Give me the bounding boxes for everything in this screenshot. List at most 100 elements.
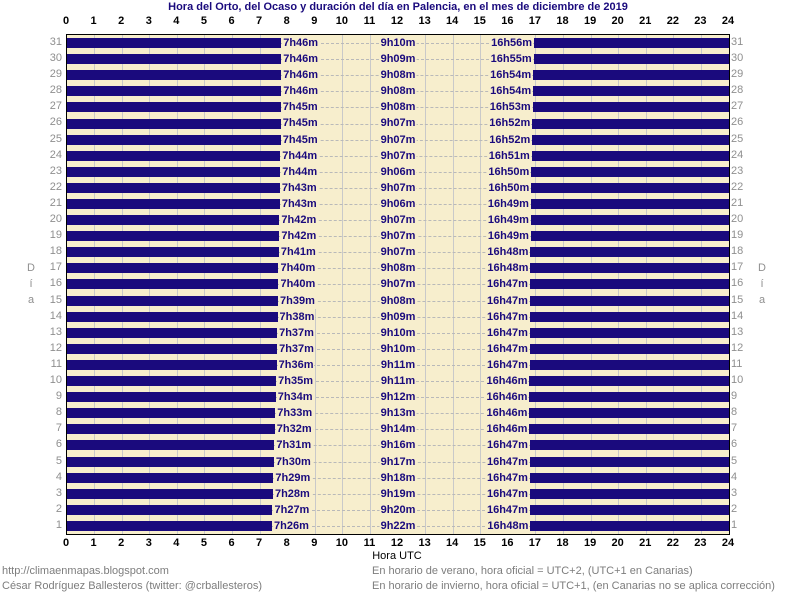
x-axis-label: Hora UTC <box>372 550 422 562</box>
hour-tick-label: 7 <box>256 15 263 27</box>
night-bar-after-sunset <box>531 166 729 177</box>
hour-tick-label: 14 <box>446 537 459 549</box>
night-bar-before-sunrise <box>67 150 281 161</box>
hour-tick-label: 1 <box>90 537 97 549</box>
day-row: 7h45m 9h07m 16h52m <box>67 131 729 148</box>
day-number-label: 12 <box>49 341 62 354</box>
day-row: 7h43m 9h06m 16h49m <box>67 195 729 213</box>
hour-tick-label: 13 <box>418 15 431 27</box>
hour-tick-label: 14 <box>446 15 459 27</box>
day-number-label: 27 <box>731 100 744 113</box>
night-bar-after-sunset <box>529 440 729 451</box>
sunrise-time-label: 7h36m <box>277 356 315 374</box>
sunset-time-label: 16h48m <box>486 244 530 261</box>
daylight-duration-label: 9h14m <box>379 421 417 438</box>
day-number-label: 28 <box>49 84 62 97</box>
night-bar-before-sunrise <box>67 343 278 354</box>
night-bar-after-sunset <box>529 408 729 419</box>
day-number-label: 18 <box>731 245 744 258</box>
sunset-time-label: 16h51m <box>487 147 531 164</box>
day-row: 7h28m 9h19m 16h47m <box>67 485 729 502</box>
day-row: 7h46m 9h10m 16h56m <box>67 35 729 52</box>
day-row: 7h37m 9h10m 16h47m <box>67 324 729 341</box>
hour-tick-label: 16 <box>501 537 514 549</box>
hour-tick-label: 21 <box>639 15 652 27</box>
y-axis-label-letter: D <box>27 262 35 274</box>
daylight-duration-label: 9h09m <box>379 308 417 325</box>
hour-tick-label: 19 <box>583 15 597 27</box>
sunset-time-label: 16h49m <box>486 195 530 213</box>
day-number-label: 27 <box>49 100 62 113</box>
day-number-label: 15 <box>731 293 744 306</box>
day-row: 7h40m 9h07m 16h47m <box>67 276 729 293</box>
hour-tick-label: 3 <box>145 15 152 27</box>
sunset-time-label: 16h47m <box>485 469 529 486</box>
daylight-duration-label: 9h09m <box>379 51 417 68</box>
day-number-label: 5 <box>731 454 738 467</box>
day-row: 7h31m 9h16m 16h47m <box>67 437 729 454</box>
day-row: 7h40m 9h08m 16h48m <box>67 260 729 277</box>
sunrise-time-label: 7h43m <box>280 195 318 213</box>
day-number-label: 4 <box>731 470 738 483</box>
day-number-label: 31 <box>731 36 744 48</box>
night-bar-before-sunrise <box>67 247 279 258</box>
daylight-duration-label: 9h06m <box>379 195 417 213</box>
night-bar-after-sunset <box>529 311 729 322</box>
footer-summer-time-note: En horario de verano, hora oficial = UTC… <box>372 565 693 577</box>
hour-tick-label: 8 <box>283 15 290 27</box>
sunset-time-label: 16h47m <box>485 453 529 470</box>
day-row: 7h44m 9h06m 16h50m <box>67 163 729 180</box>
daylight-duration-label: 9h08m <box>379 67 417 84</box>
daylight-duration-label: 9h16m <box>379 437 417 454</box>
daylight-duration-label: 9h08m <box>379 260 417 277</box>
day-number-label: 13 <box>731 325 744 338</box>
night-bar-before-sunrise <box>67 102 281 113</box>
night-bar-before-sunrise <box>67 327 278 338</box>
night-bar-before-sunrise <box>67 199 280 209</box>
sunrise-time-label: 7h46m <box>282 67 320 84</box>
hour-tick-label: 18 <box>556 15 569 27</box>
night-bar-before-sunrise <box>67 472 274 483</box>
night-bar-after-sunset <box>530 231 729 242</box>
day-number-label: 25 <box>731 132 744 145</box>
day-number-label: 26 <box>49 116 62 129</box>
hour-tick-label: 3 <box>145 537 152 549</box>
daylight-duration-label: 9h08m <box>379 292 417 309</box>
sunrise-time-label: 7h45m <box>281 131 319 148</box>
hour-tick-label: 19 <box>583 537 597 549</box>
hour-tick-label: 23 <box>694 537 707 549</box>
day-number-label: 7 <box>731 422 738 435</box>
sunset-time-label: 16h47m <box>485 292 529 309</box>
day-number-label: 30 <box>49 52 62 65</box>
daylight-duration-label: 9h10m <box>379 324 417 341</box>
hour-tick-label: 5 <box>200 15 207 27</box>
sunrise-time-label: 7h42m <box>280 228 318 245</box>
night-bar-before-sunrise <box>67 295 278 306</box>
night-bar-after-sunset <box>530 215 729 226</box>
night-bar-after-sunset <box>534 38 729 49</box>
sunrise-time-label: 7h28m <box>273 485 311 502</box>
day-number-label: 3 <box>55 486 62 499</box>
night-bar-before-sunrise <box>67 456 274 467</box>
top-hour-axis: 0 1 2 3 4 5 6 7 8 9 10 11 12 13 14 15 16 17 18 19 20 21 22 23 24 <box>0 15 796 28</box>
day-row: 7h33m 9h13m 16h46m <box>67 405 729 422</box>
hour-tick-label: 8 <box>283 537 290 549</box>
hour-tick-label: 22 <box>666 537 679 549</box>
night-bar-after-sunset <box>529 343 729 354</box>
sunrise-time-label: 7h38m <box>278 308 316 325</box>
day-row: 7h29m 9h18m 16h47m <box>67 469 729 486</box>
daylight-duration-label: 9h20m <box>379 501 417 518</box>
day-number-label: 29 <box>731 68 744 81</box>
night-bar-after-sunset <box>532 118 729 129</box>
sunrise-time-label: 7h45m <box>281 115 319 132</box>
daylight-duration-label: 9h10m <box>379 35 417 52</box>
sunset-time-label: 16h52m <box>488 131 532 148</box>
day-number-label: 30 <box>731 52 744 65</box>
night-bar-after-sunset <box>530 199 729 209</box>
night-bar-before-sunrise <box>67 408 276 419</box>
night-bar-before-sunrise <box>67 488 273 499</box>
daylight-duration-label: 9h11m <box>379 373 417 390</box>
night-bar-after-sunset <box>529 295 729 306</box>
day-row: 7h43m 9h07m 16h50m <box>67 179 729 196</box>
